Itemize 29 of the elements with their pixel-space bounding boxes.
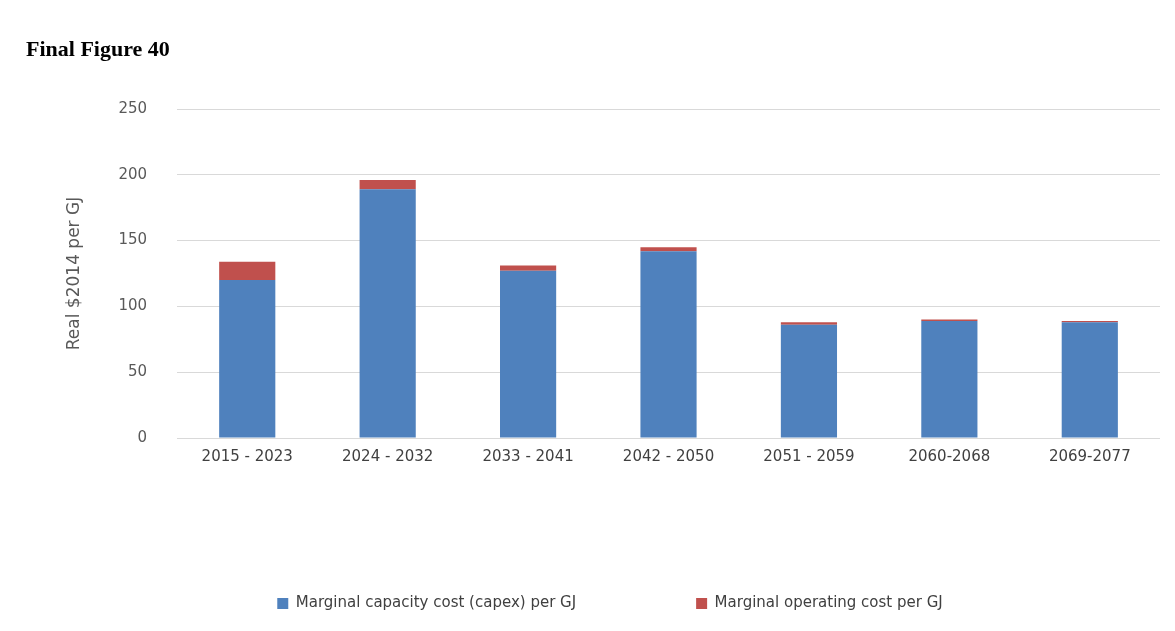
bar	[921, 320, 978, 438]
x-tick-label: 2051 - 2059	[763, 446, 855, 465]
y-tick-label: 0	[137, 427, 148, 446]
bar	[780, 324, 838, 438]
bar	[500, 270, 557, 438]
bar	[219, 261, 276, 281]
bar	[1061, 322, 1118, 438]
legend-label: Marginal capacity cost (capex) per GJ	[295, 593, 577, 612]
x-tick-label: 2015 - 2023	[201, 446, 293, 465]
bar	[500, 265, 557, 271]
legend-label: Marginal operating cost per GJ	[714, 593, 943, 612]
y-tick-label: 250	[118, 98, 148, 117]
y-tick-label: 100	[118, 296, 148, 315]
y-axis-title: Real $2014 per GJ	[62, 196, 83, 351]
y-tick-label: 50	[127, 362, 148, 381]
bar	[780, 322, 838, 325]
x-tick-label: 2060-2068	[908, 446, 991, 465]
bar	[359, 189, 416, 438]
y-tick-label: 150	[118, 230, 148, 249]
bar	[640, 247, 697, 252]
bar	[359, 180, 416, 190]
chart-title: Final Figure 40	[26, 36, 170, 62]
x-tick-label: 2042 - 2050	[622, 446, 715, 465]
bar	[640, 251, 697, 438]
x-tick-label: 2024 - 2032	[342, 446, 434, 465]
bar	[219, 280, 276, 438]
x-tick-label: 2033 - 2041	[482, 446, 574, 465]
x-tick-label: 2069-2077	[1048, 446, 1131, 465]
y-tick-label: 200	[118, 164, 148, 183]
